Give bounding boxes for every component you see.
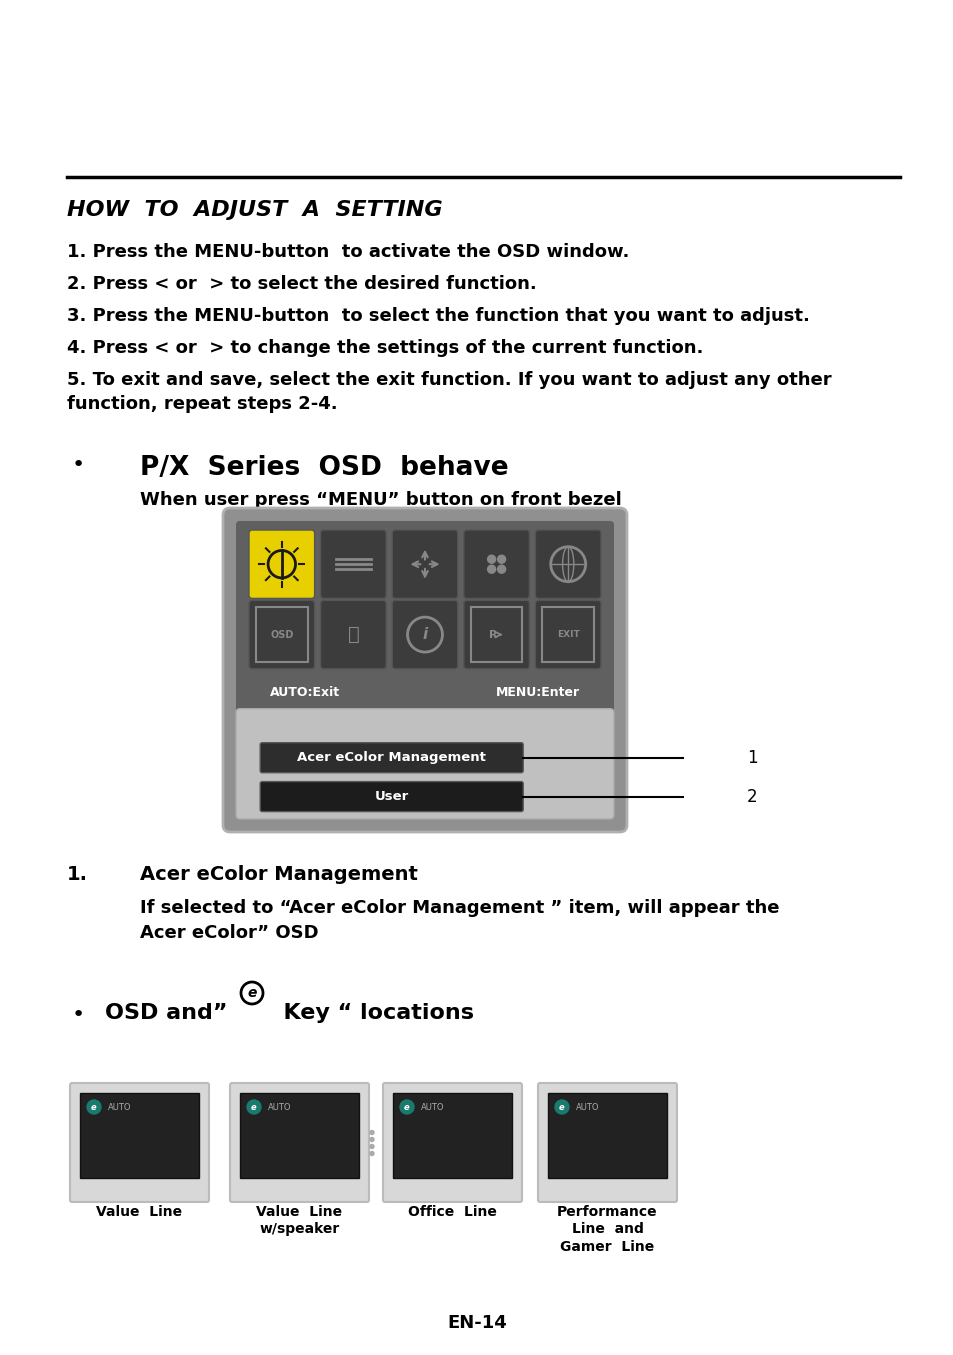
FancyBboxPatch shape: [320, 530, 386, 599]
Text: Key “ locations: Key “ locations: [268, 1003, 474, 1023]
Circle shape: [487, 556, 495, 564]
Text: •: •: [71, 1005, 85, 1024]
Text: If selected to “Acer eColor Management ” item, will appear the
Acer eColor” OSD: If selected to “Acer eColor Management ”…: [140, 898, 779, 942]
FancyBboxPatch shape: [535, 530, 600, 599]
Text: AUTO: AUTO: [108, 1103, 132, 1111]
FancyBboxPatch shape: [235, 522, 614, 715]
Text: EXIT: EXIT: [557, 630, 579, 640]
FancyBboxPatch shape: [463, 530, 529, 599]
FancyBboxPatch shape: [537, 1083, 677, 1202]
FancyBboxPatch shape: [249, 530, 314, 599]
Text: 5. To exit and save, select the exit function. If you want to adjust any other
f: 5. To exit and save, select the exit fun…: [67, 371, 831, 413]
Circle shape: [247, 1100, 261, 1114]
Bar: [255, 607, 307, 661]
Text: P/X  Series  OSD  behave: P/X Series OSD behave: [140, 455, 508, 481]
Text: AUTO:Exit: AUTO:Exit: [270, 687, 340, 699]
Text: acer: acer: [30, 33, 104, 61]
Text: HOW  TO  ADJUST  A  SETTING: HOW TO ADJUST A SETTING: [67, 201, 442, 220]
Bar: [542, 607, 594, 661]
Text: OSD and”: OSD and”: [105, 1003, 227, 1023]
FancyBboxPatch shape: [223, 508, 626, 832]
FancyBboxPatch shape: [235, 709, 614, 818]
Bar: [471, 607, 522, 661]
Text: When user press “MENU” button on front bezel: When user press “MENU” button on front b…: [140, 491, 621, 509]
Text: ⎙: ⎙: [347, 625, 359, 644]
FancyBboxPatch shape: [392, 600, 457, 669]
Text: 1.: 1.: [67, 864, 88, 883]
Text: Value  Line: Value Line: [96, 1205, 182, 1220]
FancyBboxPatch shape: [382, 1083, 521, 1202]
Circle shape: [370, 1130, 374, 1134]
Text: EN-14: EN-14: [447, 1314, 506, 1332]
Text: 1. Press the MENU-button  to activate the OSD window.: 1. Press the MENU-button to activate the…: [67, 243, 629, 262]
Text: Acer eColor Management: Acer eColor Management: [297, 751, 486, 764]
Circle shape: [370, 1145, 374, 1149]
FancyBboxPatch shape: [260, 782, 522, 812]
FancyBboxPatch shape: [392, 530, 457, 599]
Text: Performance
Line  and
Gamer  Line: Performance Line and Gamer Line: [557, 1205, 658, 1253]
FancyBboxPatch shape: [249, 600, 314, 669]
Text: e: e: [558, 1103, 564, 1111]
Text: Value  Line
w/speaker: Value Line w/speaker: [256, 1205, 342, 1236]
Circle shape: [87, 1100, 101, 1114]
Text: R: R: [489, 630, 497, 640]
Text: 2: 2: [746, 787, 757, 806]
Text: e: e: [91, 1103, 96, 1111]
Text: MENU:Enter: MENU:Enter: [496, 687, 579, 699]
Text: 1: 1: [746, 749, 757, 767]
Text: •: •: [71, 455, 85, 476]
FancyBboxPatch shape: [230, 1083, 369, 1202]
Circle shape: [555, 1100, 568, 1114]
Text: AUTO: AUTO: [420, 1103, 444, 1111]
Text: 2. Press < or  > to select the desired function.: 2. Press < or > to select the desired fu…: [67, 275, 537, 293]
Text: e: e: [404, 1103, 410, 1111]
Text: Office  Line: Office Line: [408, 1205, 497, 1220]
FancyBboxPatch shape: [70, 1083, 209, 1202]
Circle shape: [497, 556, 505, 564]
Text: AUTO: AUTO: [576, 1103, 598, 1111]
Text: User: User: [375, 790, 409, 804]
Bar: [547, 1093, 666, 1177]
Text: e: e: [247, 986, 256, 1000]
Bar: [240, 1093, 358, 1177]
Bar: [393, 1093, 512, 1177]
Text: AUTO: AUTO: [268, 1103, 292, 1111]
Text: i: i: [422, 627, 427, 642]
Text: Acer eColor Management: Acer eColor Management: [140, 864, 417, 883]
Circle shape: [370, 1137, 374, 1141]
FancyBboxPatch shape: [535, 600, 600, 669]
Bar: [80, 1093, 199, 1177]
Circle shape: [370, 1152, 374, 1156]
Text: 4. Press < or  > to change the settings of the current function.: 4. Press < or > to change the settings o…: [67, 339, 702, 356]
FancyBboxPatch shape: [260, 743, 522, 772]
FancyBboxPatch shape: [320, 600, 386, 669]
Circle shape: [487, 565, 495, 573]
Circle shape: [497, 565, 505, 573]
Text: 3. Press the MENU-button  to select the function that you want to adjust.: 3. Press the MENU-button to select the f…: [67, 308, 809, 325]
Text: OSD: OSD: [270, 630, 294, 640]
Text: e: e: [251, 1103, 256, 1111]
FancyBboxPatch shape: [463, 600, 529, 669]
Circle shape: [399, 1100, 414, 1114]
